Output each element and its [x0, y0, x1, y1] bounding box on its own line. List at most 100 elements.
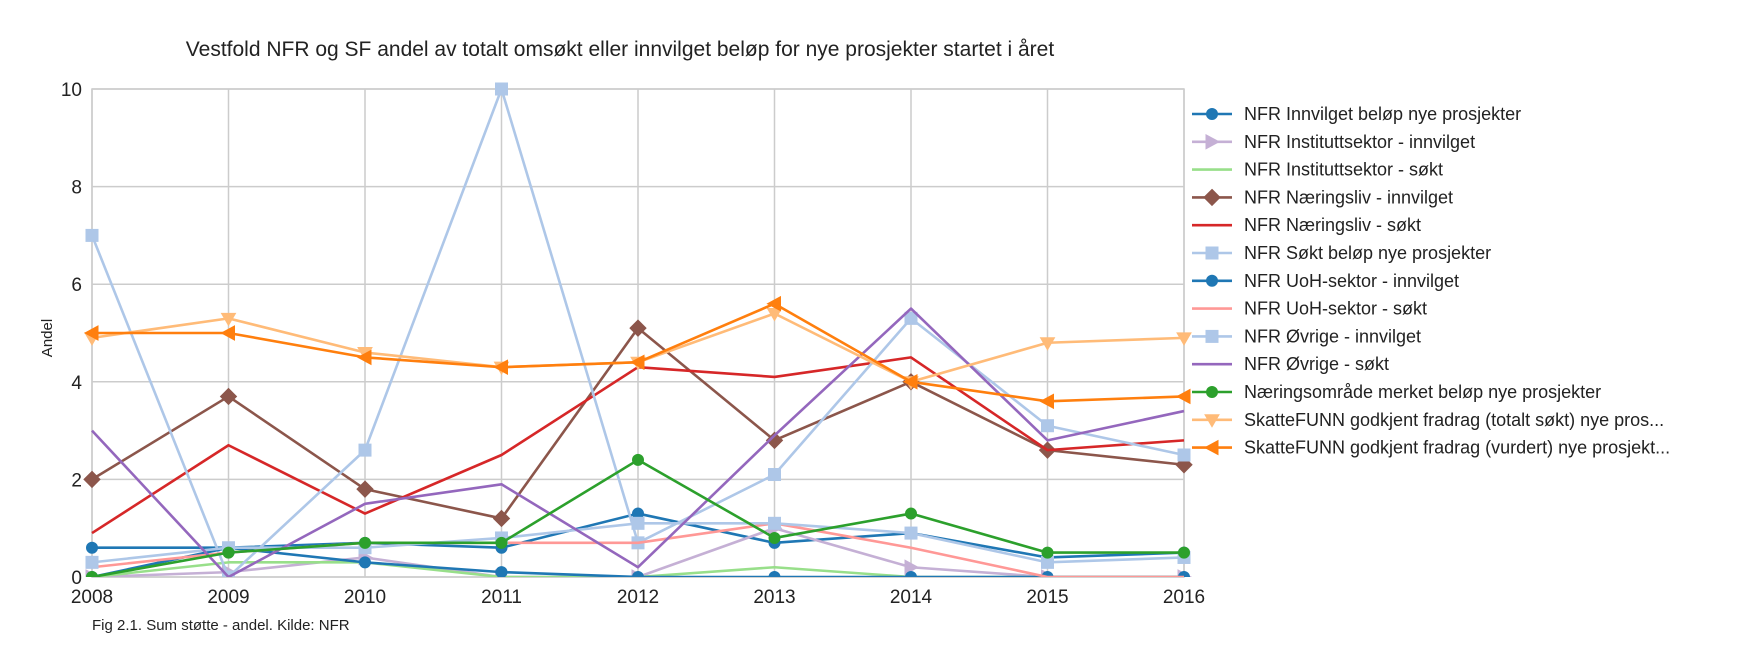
data-point	[768, 531, 781, 544]
series-line	[91, 307, 1185, 577]
y-tick-label: 10	[61, 80, 82, 101]
data-point	[222, 570, 235, 577]
x-tick-label: 2016	[1163, 587, 1205, 608]
legend-item: SkatteFUNN godkjent fradrag (totalt søkt…	[1192, 410, 1664, 430]
data-point	[83, 470, 101, 489]
y-tick-label: 4	[71, 373, 82, 394]
x-tick-label: 2008	[71, 587, 113, 608]
legend-marker	[1204, 414, 1220, 428]
legend-label: NFR Øvrige - innvilget	[1244, 326, 1421, 346]
data-point	[220, 325, 235, 341]
legend-label: NFR Instituttsektor - søkt	[1244, 160, 1443, 180]
legend-marker	[1203, 188, 1221, 207]
legend-item: NFR Søkt beløp nye prosjekter	[1192, 243, 1491, 263]
data-point	[629, 354, 645, 371]
data-point	[356, 349, 372, 366]
data-point	[768, 571, 781, 577]
legend-item: NFR Instituttsektor - søkt	[1192, 160, 1443, 180]
legend-label: NFR Øvrige - søkt	[1244, 354, 1389, 374]
legend-label: NFR Innvilget beløp nye prosjekter	[1244, 104, 1521, 124]
data-point	[1178, 571, 1190, 577]
data-point	[905, 507, 917, 520]
legend-label: NFR Næringsliv - søkt	[1244, 215, 1421, 235]
data-point	[1041, 546, 1054, 559]
data-point	[766, 295, 781, 312]
data-point	[904, 526, 918, 540]
data-point	[222, 546, 235, 559]
legend-item: Næringsområde merket beløp nye prosjekte…	[1192, 382, 1601, 402]
y-tick-label: 2	[71, 470, 82, 491]
x-tick-label: 2014	[890, 587, 933, 608]
data-point	[1177, 448, 1191, 462]
chart-title: Vestfold NFR og SF andel av totalt omsøk…	[186, 38, 1055, 61]
legend-item: SkatteFUNN godkjent fradrag (vurdert) ny…	[1192, 438, 1670, 458]
data-point	[219, 387, 238, 406]
data-point	[902, 373, 918, 390]
axis-ticks: 0 2 4 6 8 10 2008 2009 2010 2011 2012 2013 2014 2015 2…	[61, 80, 1205, 608]
series-3	[91, 561, 1184, 577]
data-point	[1039, 337, 1056, 351]
data-point	[358, 443, 372, 457]
legend-label: NFR Næringsliv - innvilget	[1244, 187, 1453, 207]
series-13	[83, 295, 1191, 410]
legend-item: NFR Øvrige - søkt	[1192, 354, 1389, 374]
x-tick-label: 2015	[1026, 587, 1068, 608]
data-point	[765, 431, 784, 450]
x-tick-label: 2009	[207, 587, 249, 608]
y-tick-label: 6	[71, 275, 82, 296]
y-axis-label: Andel	[39, 319, 56, 357]
legend-item: NFR Øvrige - innvilget	[1192, 326, 1421, 346]
data-point	[495, 566, 508, 577]
y-tick-label: 8	[71, 178, 82, 199]
data-point	[492, 509, 511, 528]
legend-item: NFR UoH-sektor - innvilget	[1192, 271, 1459, 291]
x-tick-label: 2013	[753, 587, 795, 608]
data-point	[493, 359, 508, 375]
data-point	[905, 571, 917, 577]
legend-marker	[1205, 329, 1219, 343]
legend-item: NFR UoH-sektor - søkt	[1192, 299, 1427, 319]
legend-label: Næringsområde merket beløp nye prosjekte…	[1244, 382, 1601, 402]
series-layer	[83, 82, 1193, 577]
legend-marker	[1206, 108, 1218, 120]
data-point	[904, 559, 920, 576]
legend-marker	[1206, 274, 1218, 287]
series-11	[86, 453, 1190, 577]
data-point	[495, 536, 508, 549]
series-line	[91, 526, 1184, 577]
data-point	[220, 312, 237, 327]
figure-caption: Fig 2.1. Sum støtte - andel. Kilde: NFR	[92, 617, 350, 634]
legend-item: NFR Næringsliv - søkt	[1192, 215, 1421, 235]
data-point	[1176, 332, 1192, 346]
data-point	[83, 325, 99, 341]
data-point	[632, 571, 644, 577]
legend-item: NFR Næringsliv - innvilget	[1192, 187, 1453, 207]
data-point	[495, 82, 508, 96]
legend: NFR Innvilget beløp nye prosjekter NFR In…	[1192, 104, 1670, 458]
legend-marker	[1206, 386, 1218, 398]
data-point	[85, 228, 99, 242]
series-10	[91, 307, 1185, 577]
data-point	[1175, 388, 1191, 405]
data-point	[359, 556, 371, 569]
legend-item: NFR Instituttsektor - innvilget	[1192, 132, 1475, 152]
data-point	[904, 311, 918, 325]
series-4	[83, 319, 1193, 528]
data-point	[1178, 546, 1190, 559]
data-point	[766, 307, 783, 322]
y-tick-label: 0	[71, 568, 82, 589]
legend-label: NFR UoH-sektor - søkt	[1244, 299, 1427, 319]
data-point	[768, 516, 781, 530]
legend-marker	[1205, 246, 1219, 260]
series-line	[91, 561, 1184, 577]
data-point	[1041, 419, 1054, 433]
legend-label: SkatteFUNN godkjent fradrag (vurdert) ny…	[1244, 438, 1670, 458]
x-tick-label: 2012	[617, 587, 659, 608]
data-point	[359, 536, 371, 549]
x-tick-label: 2011	[481, 587, 522, 608]
data-point	[85, 555, 99, 569]
data-point	[632, 453, 644, 466]
legend-label: SkatteFUNN godkjent fradrag (totalt søkt…	[1244, 410, 1664, 430]
